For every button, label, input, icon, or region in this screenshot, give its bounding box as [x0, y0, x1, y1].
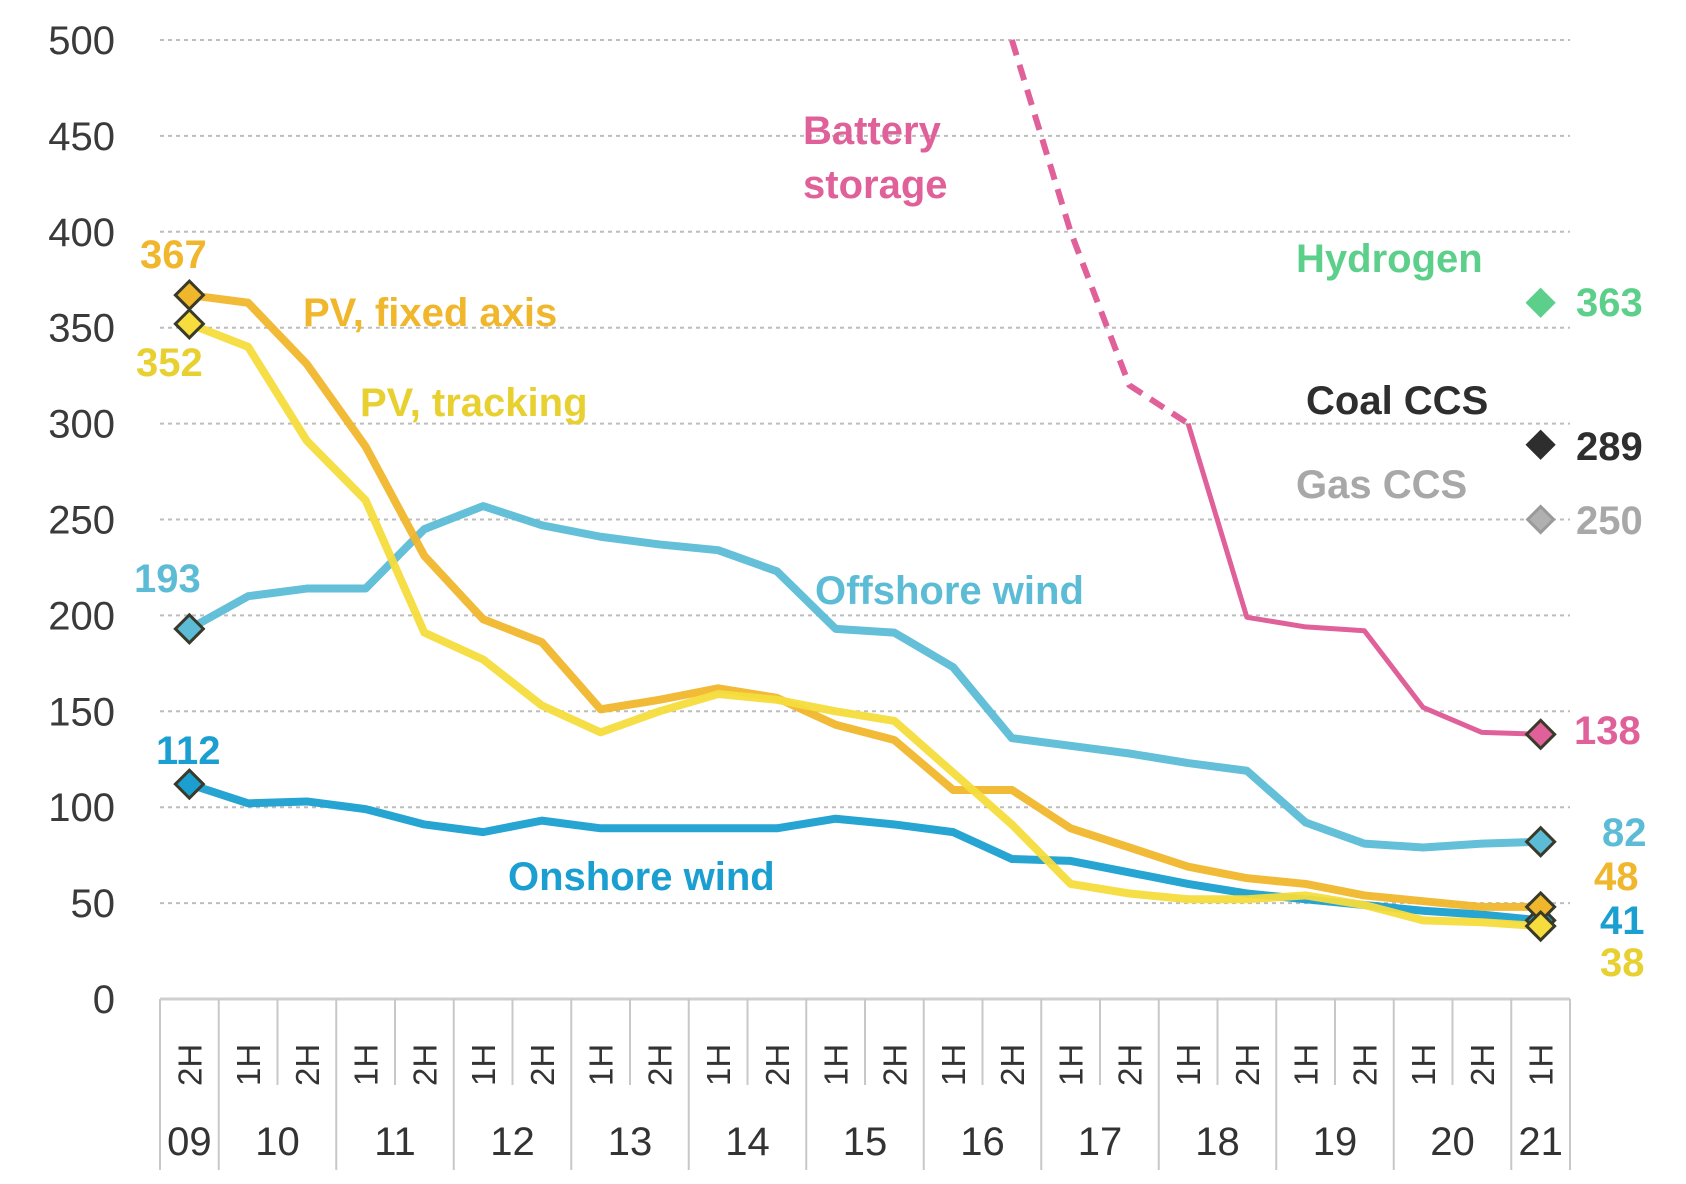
- series-markers: [173, 278, 1557, 943]
- y-tick-label: 250: [48, 499, 115, 543]
- x-year-label: 11: [374, 1120, 416, 1164]
- battery-storage-label-line2: storage: [803, 163, 948, 207]
- x-tick-label: 1H: [935, 1044, 972, 1086]
- y-tick-label: 200: [48, 594, 115, 638]
- x-tick-label: 1H: [465, 1044, 502, 1086]
- series-lines: [187, 39, 1542, 931]
- x-tick-label: 2H: [994, 1044, 1031, 1086]
- x-year-label: 17: [1078, 1120, 1123, 1164]
- battery-storage-end-marker: [1524, 718, 1557, 751]
- x-tick-label: 2H: [1111, 1044, 1148, 1086]
- x-tick-label: 1H: [1405, 1044, 1442, 1086]
- x-year-label: 20: [1430, 1120, 1475, 1164]
- x-tick-label: 1H: [230, 1044, 267, 1086]
- x-year-label: 18: [1195, 1120, 1240, 1164]
- x-tick-label: 2H: [759, 1044, 796, 1086]
- x-tick-label: 2H: [876, 1044, 913, 1086]
- x-year-label: 10: [255, 1120, 300, 1164]
- pv-tracking-end-marker: [1524, 909, 1557, 943]
- y-tick-label: 400: [48, 211, 115, 255]
- x-axis: 2H 1H 2H 1H 2H 1H 2H 1H 2H 1H 2H 1H 2H 1H 2H 1H 2H 1H 2H 1H…: [159, 997, 1571, 1170]
- offshore-start-value: 193: [134, 557, 201, 601]
- battery-storage-dashed-line: [1009, 39, 1190, 427]
- hydrogen-label: Hydrogen: [1296, 237, 1483, 281]
- x-year-label: 14: [725, 1120, 770, 1164]
- x-tick-label: 2H: [1229, 1044, 1266, 1086]
- onshore-wind-start-marker: [173, 768, 206, 801]
- battery-storage-label-line1: Battery: [803, 109, 942, 153]
- hydrogen-marker: [1525, 287, 1556, 318]
- y-tick-label: 350: [48, 307, 115, 351]
- offshore-wind-end-marker: [1524, 825, 1557, 858]
- y-tick-label: 150: [48, 690, 115, 734]
- onshore-wind-label: Onshore wind: [508, 855, 775, 899]
- x-tick-label: 1H: [818, 1044, 855, 1086]
- onshore-start-value: 112: [156, 729, 221, 773]
- y-tick-label: 300: [48, 403, 115, 447]
- y-tick-label: 450: [48, 115, 115, 159]
- pv-tracking-label: PV, tracking: [360, 381, 588, 425]
- battery-storage-line: [1185, 422, 1541, 737]
- x-tick-label: 2H: [289, 1044, 326, 1086]
- pv-fixed-start-value: 367: [140, 233, 207, 277]
- x-year-label: 09: [167, 1120, 212, 1164]
- pv-tracking-end-value: 38: [1600, 941, 1645, 985]
- offshore-wind-start-marker: [173, 612, 206, 645]
- battery-end-value: 138: [1574, 709, 1641, 753]
- pv-tracking-line: [187, 320, 1541, 931]
- pv-fixed-axis-label: PV, fixed axis: [303, 291, 557, 335]
- x-tick-label: 2H: [641, 1044, 678, 1086]
- coal-ccs-value: 289: [1576, 425, 1643, 469]
- gas-ccs-value: 250: [1576, 499, 1643, 543]
- y-axis: 0 50 100 150 200 250 300 350 400 450 500: [48, 19, 115, 1022]
- onshore-end-value: 41: [1600, 899, 1645, 943]
- x-tick-label: 1H: [1053, 1044, 1090, 1086]
- pv-fixed-end-value: 48: [1594, 855, 1639, 899]
- offshore-end-value: 82: [1602, 811, 1647, 855]
- x-year-label: 21: [1518, 1120, 1563, 1164]
- pv-fixed-axis-start-marker: [173, 278, 206, 312]
- pv-tracking-start-value: 352: [136, 341, 203, 385]
- gas-ccs-marker: [1525, 504, 1556, 535]
- x-tick-label: 2H: [1346, 1044, 1383, 1086]
- x-year-label: 12: [490, 1120, 535, 1164]
- x-tick-label: 2H: [524, 1044, 561, 1086]
- pv-tracking-start-marker: [173, 307, 206, 340]
- x-tick-label: 1H: [1288, 1044, 1325, 1086]
- coal-ccs-marker: [1525, 429, 1556, 460]
- x-year-label: 13: [608, 1120, 653, 1164]
- x-year-label: 15: [843, 1120, 888, 1164]
- x-tick-label: 1H: [1523, 1044, 1560, 1086]
- y-tick-label: 0: [93, 978, 115, 1022]
- x-year-label: 19: [1313, 1120, 1358, 1164]
- x-tick-label: 1H: [1170, 1044, 1207, 1086]
- x-tick-label: 1H: [348, 1044, 385, 1086]
- pv-fixed-axis-line: [188, 291, 1541, 911]
- y-tick-label: 100: [48, 786, 115, 830]
- x-tick-label: 1H: [700, 1044, 737, 1086]
- y-tick-label: 500: [48, 19, 115, 63]
- gridlines: [160, 39, 1570, 905]
- gas-ccs-label: Gas CCS: [1296, 463, 1467, 507]
- y-tick-label: 50: [71, 882, 116, 926]
- hydrogen-value: 363: [1576, 281, 1643, 325]
- coal-ccs-label: Coal CCS: [1306, 379, 1488, 423]
- x-tick-label: 2H: [171, 1044, 208, 1086]
- offshore-wind-label: Offshore wind: [815, 569, 1084, 613]
- x-tick-label: 2H: [1464, 1044, 1501, 1086]
- x-tick-label: 2H: [406, 1044, 443, 1086]
- x-year-label: 16: [960, 1120, 1005, 1164]
- x-tick-label: 1H: [583, 1044, 620, 1086]
